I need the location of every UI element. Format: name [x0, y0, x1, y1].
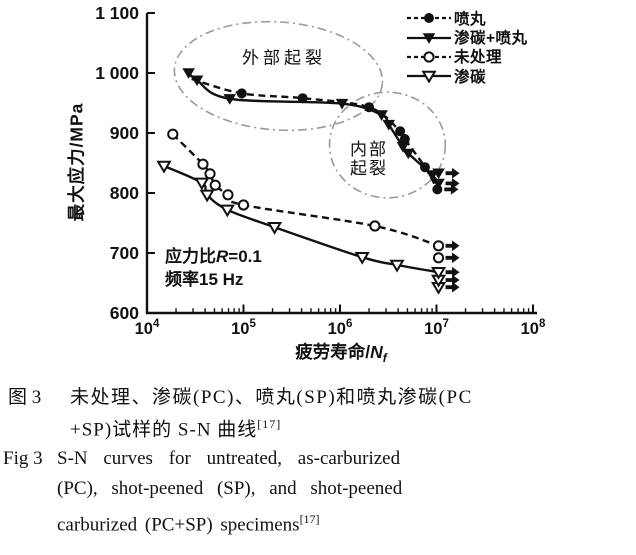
- ellipse-internal-initiation: [328, 91, 447, 199]
- caption-english: Fig 3 S-N curves for untreated, as-carbu…: [3, 444, 633, 540]
- data-point-triangle-filled: [432, 168, 445, 180]
- data-point-triangle-filled: [182, 68, 195, 79]
- data-point-triangle-open: [199, 189, 215, 203]
- x-axis-title-text: 疲劳寿命/: [295, 342, 371, 362]
- data-point-circle-filled: [236, 88, 247, 99]
- y-tick-label: 600: [110, 303, 139, 323]
- caption-en-figure-label: Fig 3: [3, 448, 43, 469]
- data-point-triangle-filled: [190, 75, 204, 87]
- legend-label-pc-sp: 渗碳+喷丸: [454, 30, 528, 48]
- runout-arrow-icon: [445, 266, 460, 278]
- data-point-circle-filled: [297, 93, 308, 104]
- data-point-triangle-open: [219, 204, 235, 218]
- series-pc-sp: [182, 68, 460, 190]
- data-point-circle-open: [197, 158, 209, 170]
- x-tick-label: 108: [521, 318, 546, 338]
- runout-arrow-icon: [445, 274, 460, 286]
- legend-item-untreated: 未处理: [406, 47, 528, 66]
- caption-cn-figure-label: 图 3: [8, 387, 42, 408]
- data-point-triangle-filled: [335, 98, 349, 110]
- data-point-circle-filled: [395, 126, 406, 137]
- data-point-triangle-open: [389, 259, 405, 273]
- data-point-triangle-filled: [382, 119, 396, 131]
- legend-item-pc-sp: 渗碳+喷丸: [406, 27, 528, 48]
- data-point-triangle-open: [430, 267, 447, 280]
- y-tick-label: 800: [110, 183, 139, 203]
- caption-chinese: 图 3 未处理、渗碳(PC)、喷丸(SP)和喷丸渗碳(PC +SP)试样的 S-…: [8, 384, 630, 443]
- legend: 喷丸渗碳+喷丸 未处理 渗碳: [406, 8, 528, 86]
- x-axis-title: 疲劳寿命/Nf: [295, 339, 387, 365]
- data-point-triangle-filled: [401, 148, 415, 160]
- data-point-circle-filled: [424, 13, 434, 24]
- data-point-circle-open: [222, 189, 234, 201]
- caption-en-line1: S-N curves for untreated, as-carburized: [57, 448, 401, 469]
- sn-chart: 600 700 800 900 1 000 1 100 104 105 106 107 108 最大…: [66, 3, 546, 365]
- data-point-circle-open: [423, 51, 435, 63]
- runout-arrow-icon: [445, 178, 460, 189]
- data-point-circle-open: [204, 168, 216, 180]
- y-tick-label: 1 100: [95, 3, 139, 23]
- legend-label-pc: 渗碳: [454, 68, 487, 86]
- data-point-triangle-filled: [223, 94, 237, 105]
- caption-cn-line1: 未处理、渗碳(PC)、喷丸(SP)和喷丸渗碳(PC: [70, 387, 473, 408]
- stress-ratio-line: 应力比R=0.1: [165, 247, 262, 266]
- x-tick-label: 105: [231, 318, 256, 338]
- y-tick-label: 1 000: [95, 63, 139, 83]
- x-tick-label: 107: [424, 318, 449, 338]
- data-point-circle-open: [432, 240, 445, 252]
- data-point-circle-open: [167, 128, 179, 140]
- caption-en-line2: (PC), shot-peened (SP), and shot-peened: [57, 478, 403, 499]
- y-tick-label: 700: [110, 243, 139, 263]
- caption-en-reference: [17]: [299, 512, 320, 526]
- data-point-triangle-filled: [375, 110, 388, 121]
- annotation-internal-line1: 内部: [350, 140, 388, 159]
- data-point-circle-open: [209, 179, 221, 191]
- runout-arrow-icon: [445, 281, 460, 293]
- data-point-triangle-filled: [422, 32, 436, 44]
- caption-en-line3: carburized (PC+SP) specimens[17]: [57, 512, 320, 536]
- data-point-circle-open: [432, 252, 445, 264]
- annotation-internal-line2: 起裂: [350, 159, 388, 178]
- data-point-triangle-open: [267, 222, 283, 235]
- data-point-triangle-open: [156, 160, 172, 174]
- y-tick-label: 900: [110, 123, 139, 143]
- data-point-circle-filled: [399, 134, 410, 144]
- legend-item-sp: 喷丸: [406, 8, 528, 28]
- series-untreated: [167, 128, 460, 264]
- legend-label-untreated: 未处理: [454, 49, 503, 67]
- runout-arrow-icon: [444, 184, 459, 195]
- x-tick-label: 104: [135, 318, 160, 338]
- data-point-triangle-filled: [396, 142, 410, 153]
- ellipse-external-initiation: [173, 20, 384, 132]
- y-axis-title: 最大应力/MPa: [66, 102, 87, 222]
- runout-arrow-icon: [445, 252, 460, 264]
- runout-arrow-icon: [445, 240, 460, 252]
- legend-marker-circle-open-icon: [407, 51, 451, 63]
- series-pc: [156, 160, 460, 295]
- caption-cn-reference: [17]: [257, 417, 282, 431]
- data-point-circle-open: [237, 199, 250, 211]
- frequency-line: 频率15 Hz: [165, 270, 244, 289]
- legend-marker-circle-filled-icon: [407, 13, 451, 24]
- legend-item-pc: 渗碳: [406, 66, 528, 86]
- x-tick-label: 106: [328, 318, 353, 338]
- legend-marker-triangle-filled-icon: [407, 32, 451, 44]
- data-point-triangle-filled: [432, 178, 445, 190]
- data-point-triangle-open: [194, 177, 210, 191]
- legend-marker-triangle-open-icon: [407, 71, 451, 84]
- test-conditions-note: 应力比R=0.1 频率15 Hz: [165, 245, 262, 291]
- runout-arrow-icon: [445, 167, 460, 179]
- series-curve-pc-sp: [187, 72, 440, 185]
- caption-cn-line2: +SP)试样的 S-N 曲线[17]: [70, 417, 282, 441]
- data-point-triangle-open: [354, 252, 370, 265]
- plot-canvas: 600 700 800 900 1 000 1 100 104 105 106 107 108: [95, 3, 546, 338]
- x-axis-title-variable: N: [370, 342, 383, 362]
- data-point-circle-open: [369, 220, 381, 232]
- data-point-triangle-open: [421, 71, 437, 84]
- annotation-external-crack-initiation: 外部起裂: [242, 48, 326, 68]
- legend-label-sp: 喷丸: [454, 10, 487, 28]
- x-axis-title-subscript: f: [382, 351, 387, 365]
- annotation-internal-crack-initiation: 内部 起裂: [350, 140, 388, 178]
